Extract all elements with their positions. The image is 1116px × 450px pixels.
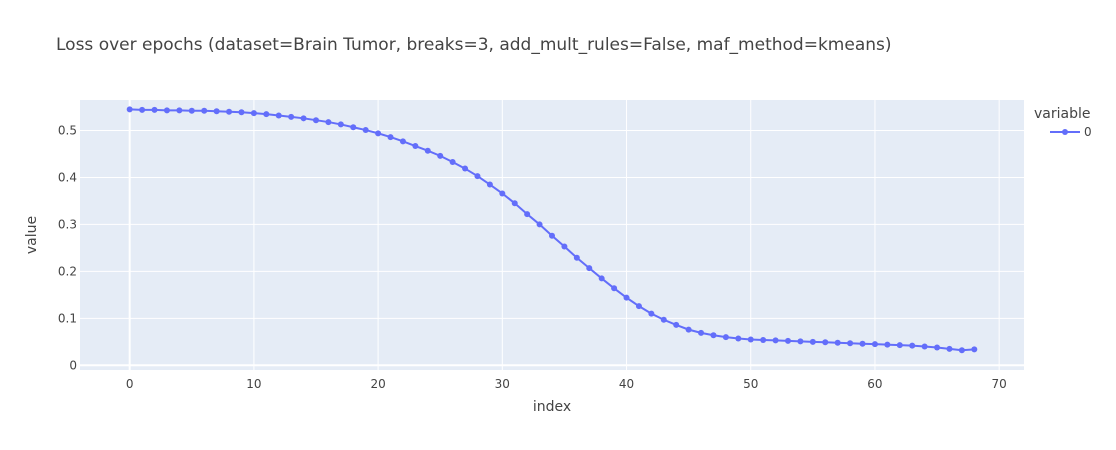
- data-point[interactable]: [387, 134, 394, 141]
- data-point[interactable]: [598, 275, 605, 282]
- legend-label: 0: [1084, 125, 1092, 139]
- y-axis-title: value: [24, 216, 40, 254]
- x-tick-label: 30: [495, 377, 510, 391]
- data-point[interactable]: [822, 339, 829, 346]
- data-point[interactable]: [685, 326, 692, 333]
- data-point[interactable]: [126, 106, 133, 113]
- x-tick-label: 50: [743, 377, 758, 391]
- data-point[interactable]: [958, 347, 965, 354]
- x-axis-title: index: [533, 399, 571, 415]
- data-point[interactable]: [760, 336, 767, 343]
- data-point[interactable]: [623, 294, 630, 301]
- data-point[interactable]: [362, 127, 369, 134]
- data-point[interactable]: [946, 345, 953, 352]
- x-tick-label: 70: [992, 377, 1007, 391]
- data-point[interactable]: [399, 138, 406, 145]
- data-point[interactable]: [511, 200, 518, 207]
- data-point[interactable]: [909, 342, 916, 349]
- data-point[interactable]: [971, 346, 978, 353]
- x-tick-label: 20: [370, 377, 385, 391]
- data-point[interactable]: [313, 117, 319, 124]
- grid-lines: [80, 100, 1024, 370]
- data-point[interactable]: [250, 110, 257, 117]
- data-point[interactable]: [151, 106, 158, 113]
- data-point[interactable]: [586, 265, 593, 272]
- data-point[interactable]: [859, 340, 866, 347]
- y-tick-label: 0.3: [58, 217, 77, 231]
- data-point[interactable]: [797, 338, 804, 345]
- data-point[interactable]: [449, 158, 456, 165]
- data-point[interactable]: [424, 147, 431, 154]
- data-point[interactable]: [660, 316, 667, 323]
- data-point[interactable]: [735, 335, 742, 342]
- data-point[interactable]: [474, 173, 481, 180]
- data-point[interactable]: [462, 165, 469, 172]
- data-point[interactable]: [611, 285, 618, 292]
- data-point[interactable]: [337, 121, 344, 128]
- data-point[interactable]: [188, 107, 195, 114]
- data-point[interactable]: [847, 340, 854, 347]
- data-point[interactable]: [871, 341, 878, 348]
- x-axis-ticks: 0 10 20 30 40 50 60 70: [126, 377, 1007, 391]
- x-tick-label: 10: [246, 377, 261, 391]
- data-point[interactable]: [747, 336, 754, 343]
- data-point[interactable]: [648, 310, 655, 317]
- legend-marker-icon: [1062, 129, 1068, 135]
- y-tick-label: 0.2: [58, 264, 77, 278]
- data-point[interactable]: [201, 107, 208, 114]
- data-point[interactable]: [375, 130, 382, 137]
- x-tick-label: 60: [867, 377, 882, 391]
- y-tick-label: 0: [69, 358, 77, 372]
- data-point[interactable]: [934, 344, 941, 351]
- data-point[interactable]: [635, 303, 642, 310]
- data-point[interactable]: [722, 334, 729, 341]
- data-point[interactable]: [549, 232, 555, 239]
- y-axis-ticks: 0 0.1 0.2 0.3 0.4 0.5: [58, 124, 77, 373]
- data-point[interactable]: [884, 341, 891, 348]
- data-point[interactable]: [785, 337, 791, 344]
- y-tick-label: 0.1: [58, 311, 77, 325]
- x-tick-label: 0: [126, 377, 134, 391]
- data-point[interactable]: [499, 190, 506, 197]
- data-point[interactable]: [325, 119, 332, 126]
- y-tick-label: 0.4: [58, 170, 77, 184]
- data-point[interactable]: [176, 107, 183, 114]
- data-point[interactable]: [139, 106, 146, 113]
- data-point[interactable]: [573, 254, 580, 261]
- data-point[interactable]: [275, 112, 282, 119]
- data-point[interactable]: [238, 109, 245, 116]
- data-point[interactable]: [536, 221, 543, 228]
- data-point[interactable]: [437, 152, 444, 159]
- legend-title: variable: [1034, 106, 1090, 122]
- data-point[interactable]: [350, 124, 357, 131]
- legend[interactable]: variable 0: [1034, 106, 1092, 139]
- data-point[interactable]: [772, 337, 779, 344]
- legend-item-0[interactable]: 0: [1050, 125, 1092, 139]
- data-point[interactable]: [834, 339, 841, 346]
- data-point[interactable]: [710, 332, 717, 339]
- data-point[interactable]: [226, 108, 233, 115]
- x-tick-label: 40: [619, 377, 634, 391]
- series-points-0: [126, 106, 978, 354]
- data-point[interactable]: [263, 111, 270, 118]
- data-point[interactable]: [300, 115, 307, 122]
- data-point[interactable]: [561, 243, 568, 250]
- data-point[interactable]: [486, 181, 493, 188]
- y-tick-label: 0.5: [58, 124, 77, 138]
- data-point[interactable]: [896, 342, 903, 349]
- data-point[interactable]: [213, 108, 220, 115]
- data-point[interactable]: [921, 343, 928, 350]
- data-point[interactable]: [809, 338, 816, 345]
- data-point[interactable]: [673, 321, 680, 328]
- data-point[interactable]: [698, 329, 705, 336]
- data-point[interactable]: [412, 143, 419, 150]
- data-point[interactable]: [524, 211, 531, 218]
- chart-title: Loss over epochs (dataset=Brain Tumor, b…: [56, 35, 892, 55]
- data-point[interactable]: [288, 113, 295, 120]
- data-point[interactable]: [163, 107, 170, 114]
